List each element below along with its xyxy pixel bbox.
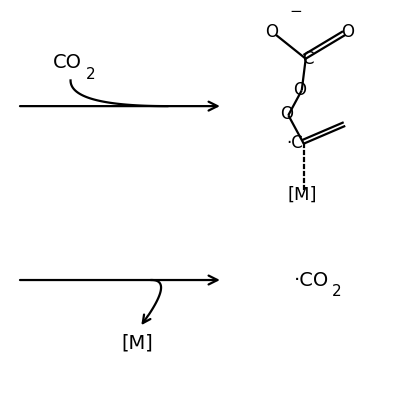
Text: [M]: [M] bbox=[287, 186, 316, 204]
Text: 2: 2 bbox=[86, 67, 96, 82]
Text: O: O bbox=[293, 80, 306, 99]
Text: 2: 2 bbox=[332, 285, 341, 299]
Text: O: O bbox=[280, 105, 293, 123]
Text: C: C bbox=[302, 50, 314, 68]
Text: CO: CO bbox=[53, 53, 82, 72]
Text: ·CO: ·CO bbox=[294, 271, 329, 289]
Text: O: O bbox=[265, 23, 279, 41]
Text: [M]: [M] bbox=[122, 334, 154, 353]
Text: O: O bbox=[341, 23, 354, 41]
Text: ·C: ·C bbox=[287, 134, 303, 152]
Text: −: − bbox=[289, 4, 302, 19]
